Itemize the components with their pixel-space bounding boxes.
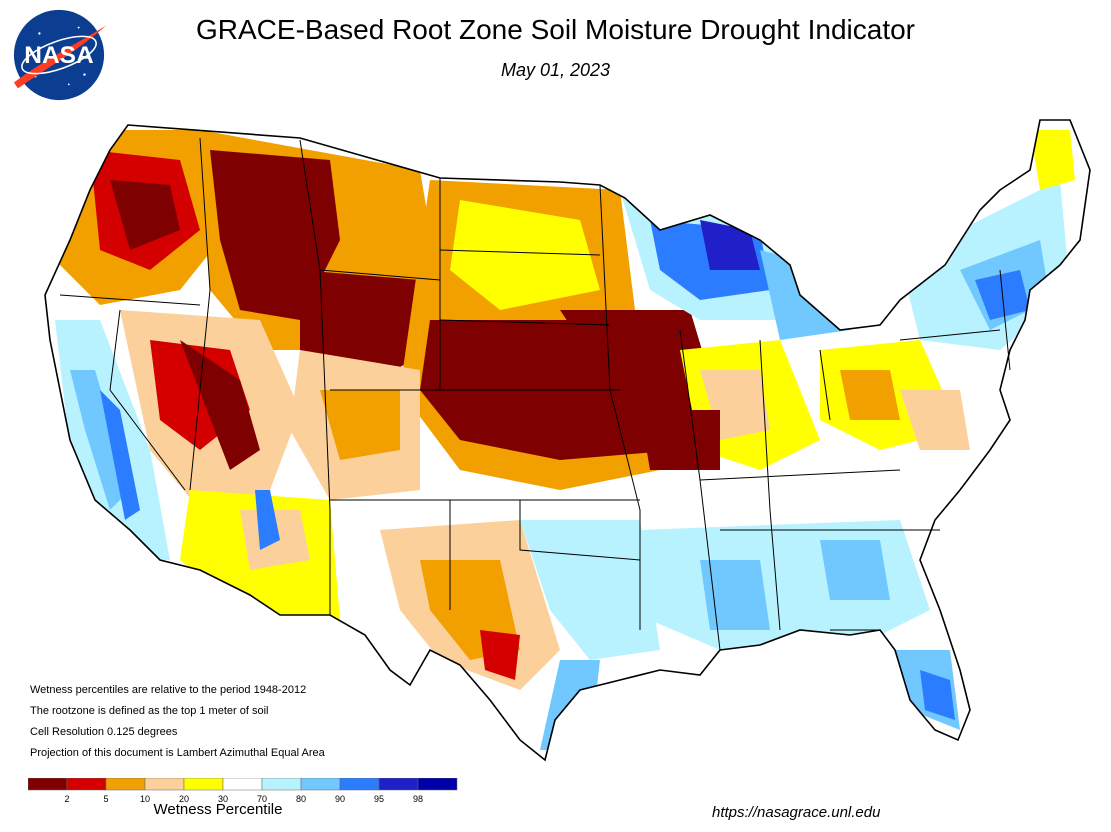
legend-tick-label: 10 xyxy=(140,794,150,804)
source-url[interactable]: https://nasagrace.unl.edu xyxy=(712,804,881,821)
legend-swatch xyxy=(339,778,380,791)
legend-swatch xyxy=(144,778,185,791)
note-resolution: Cell Resolution 0.125 degrees xyxy=(30,726,178,738)
legend-tick-label: 30 xyxy=(218,794,228,804)
legend-tick-label: 2 xyxy=(64,794,69,804)
note-projection: Projection of this document is Lambert A… xyxy=(30,747,325,759)
legend-tick-label: 70 xyxy=(257,794,267,804)
legend-swatch xyxy=(222,778,263,791)
map-date: May 01, 2023 xyxy=(500,60,611,80)
us-soil-moisture-map xyxy=(44,119,1091,761)
legend-swatch xyxy=(28,778,68,791)
note-rootzone: The rootzone is defined as the top 1 met… xyxy=(30,705,269,717)
legend-swatch xyxy=(105,778,146,791)
legend-tick-label: 5 xyxy=(103,794,108,804)
legend-tick-label: 20 xyxy=(179,794,189,804)
wetness-legend: 2 5 10 20 30 70 80 90 95 98 Wetness Percentile xyxy=(28,778,458,818)
note-period: Wetness percentiles are relative to the … xyxy=(30,684,307,696)
legend-swatch xyxy=(66,778,107,791)
nasa-logo-text: NASA xyxy=(24,42,94,69)
legend-title: Wetness Percentile xyxy=(154,801,283,818)
legend-swatch xyxy=(378,778,419,791)
legend-tick-label: 98 xyxy=(413,794,423,804)
nasa-logo: NASA xyxy=(13,9,107,101)
legend-tick-label: 95 xyxy=(374,794,384,804)
legend-tick-label: 90 xyxy=(335,794,345,804)
legend-swatch xyxy=(183,778,224,791)
legend-tick-label: 80 xyxy=(296,794,306,804)
legend-swatch xyxy=(261,778,302,791)
page-title: GRACE-Based Root Zone Soil Moisture Drou… xyxy=(196,14,915,45)
map-notes: Wetness percentiles are relative to the … xyxy=(30,680,325,764)
legend-swatch xyxy=(300,778,341,791)
legend-swatch xyxy=(417,778,458,791)
